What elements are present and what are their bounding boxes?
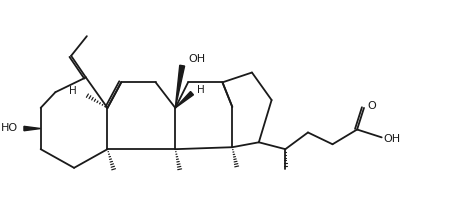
Text: OH: OH <box>188 54 205 64</box>
Polygon shape <box>175 65 184 108</box>
Text: H: H <box>69 86 77 96</box>
Polygon shape <box>24 126 40 131</box>
Text: H: H <box>197 85 204 95</box>
Text: O: O <box>366 101 375 111</box>
Polygon shape <box>175 92 193 108</box>
Text: HO: HO <box>1 123 18 133</box>
Text: OH: OH <box>383 134 400 144</box>
